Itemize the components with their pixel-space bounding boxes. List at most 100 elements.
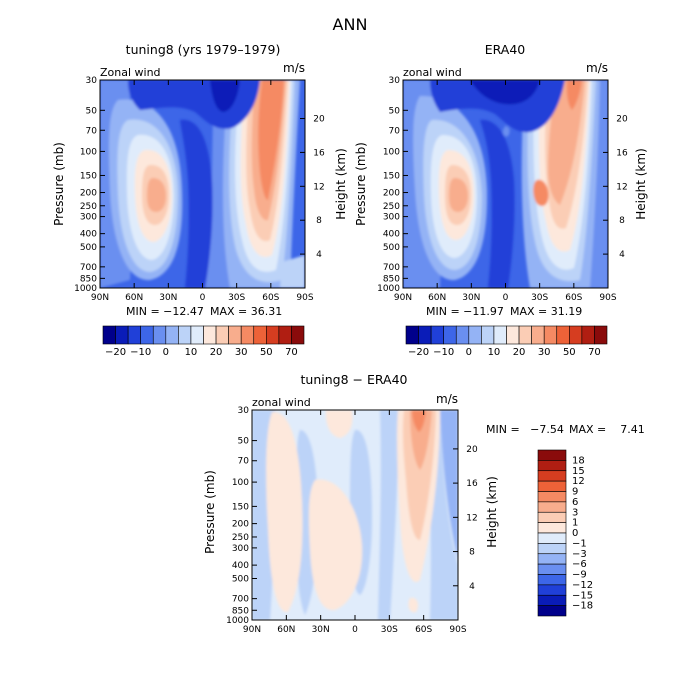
colorbar-swatch — [102, 325, 116, 345]
contour-level-red-0 — [325, 410, 353, 438]
colorbar-swatch — [537, 491, 567, 503]
colorbar-swatch — [253, 325, 267, 345]
colorbar-swatch — [203, 325, 217, 345]
colorbar-swatch — [481, 325, 495, 345]
panel-obs: ERA40 zonal wind m/s — [354, 42, 648, 358]
contour-level-red-3 — [412, 410, 426, 432]
y-tick-label: 100 — [80, 147, 97, 157]
colorbar-label: 6 — [572, 497, 578, 508]
y-tick-label: 100 — [383, 147, 400, 157]
y-axis-label: Pressure (mb) — [354, 142, 368, 226]
y2-tick-label: 16 — [616, 148, 628, 158]
y-tick-label: 70 — [238, 457, 250, 467]
colorbar-label: 9 — [572, 487, 578, 498]
colorbar-swatch — [518, 325, 532, 345]
y2-tick-label: 16 — [313, 148, 325, 158]
y2-tick-label: 20 — [466, 445, 478, 455]
colorbar-label: −3 — [572, 549, 587, 560]
y2-tick-label: 20 — [313, 115, 325, 125]
field-label: zonal wind — [403, 66, 462, 79]
y-tick-label: 200 — [383, 189, 400, 199]
y-tick-label: 30 — [389, 76, 401, 86]
colorbar-swatch — [127, 325, 141, 345]
panel-diff: tuning8 − ERA40 zonal wind m/s — [203, 372, 645, 635]
x-tick-label: 90S — [296, 293, 313, 303]
min-label: MIN = −11.97 — [426, 305, 504, 318]
colorbar-label: 70 — [588, 347, 601, 358]
y-tick-label: 30 — [238, 406, 250, 416]
x-tick-label: 30N — [312, 625, 330, 635]
y-tick-label: 50 — [238, 437, 250, 447]
colorbar-label: −6 — [572, 559, 587, 570]
y-tick-label: 150 — [383, 171, 400, 181]
colorbar-label: −20 — [105, 347, 126, 358]
y2-tick-label: 12 — [466, 513, 477, 523]
colorbar-label: 3 — [572, 507, 578, 518]
y-tick-label: 1000 — [226, 616, 249, 626]
x-tick-label: 30S — [531, 293, 548, 303]
x-tick-label: 90N — [91, 293, 109, 303]
colorbar-swatch — [215, 325, 229, 345]
colorbar-label: 0 — [572, 528, 578, 539]
colorbar-label: 20 — [210, 347, 223, 358]
y-tick-label: 300 — [383, 213, 400, 223]
y-tick-label: 500 — [383, 243, 400, 253]
y2-tick-label: 20 — [616, 115, 628, 125]
panel-title: ERA40 — [485, 42, 526, 57]
colorbar-swatch — [537, 522, 567, 534]
x-tick-label: 60N — [428, 293, 446, 303]
colorbar-swatch — [537, 511, 567, 523]
contour-level-blue-5 — [470, 80, 540, 105]
colorbar-swatch — [537, 574, 567, 586]
colorbar-swatch — [556, 325, 570, 345]
x-tick-label: 30N — [462, 293, 480, 303]
x-tick-label: 60N — [277, 625, 295, 635]
contour-level-blue-0 — [378, 410, 400, 620]
colorbar-swatch — [405, 325, 419, 345]
y-tick-label: 250 — [80, 202, 97, 212]
min-label: MIN = −12.47 — [126, 305, 204, 318]
contour-level-blue-0 — [280, 255, 305, 288]
y-tick-label: 300 — [232, 544, 249, 554]
max-label: MAX = 7.41 — [569, 423, 645, 436]
y2-tick-label: 4 — [469, 582, 475, 592]
colorbar-swatch — [537, 480, 567, 492]
colorbar-swatch — [443, 325, 457, 345]
contour-level-blue-1 — [440, 410, 458, 560]
y-axis-label: Pressure (mb) — [52, 142, 66, 226]
colorbar-swatch — [531, 325, 545, 345]
field-label: zonal wind — [252, 396, 311, 409]
colorbar-label: 12 — [572, 476, 585, 487]
contour-level-red-2 — [548, 80, 585, 205]
colorbar-swatch — [278, 325, 292, 345]
colorbar-swatch — [543, 325, 558, 345]
contour-level-blue-4 — [480, 119, 515, 288]
y2-tick-label: 4 — [619, 250, 625, 260]
x-ticks: 90N 60N 30N 0 30S 60S 90S — [243, 410, 467, 635]
y2-tick-label: 12 — [313, 182, 324, 192]
colorbar-label: −20 — [408, 347, 429, 358]
colorbar-swatch — [178, 325, 192, 345]
colorbar-swatch — [537, 470, 567, 482]
y-tick-label: 700 — [80, 263, 97, 273]
colorbar-label: 50 — [260, 347, 273, 358]
y2-tick-label: 8 — [469, 548, 475, 558]
colorbar-swatch — [537, 594, 567, 606]
y-tick-label: 30 — [86, 76, 98, 86]
contour-level-red-3 — [566, 80, 582, 110]
colorbar-label: 0 — [466, 347, 472, 358]
y-tick-label: 70 — [86, 126, 98, 136]
y-tick-label: 1000 — [74, 284, 97, 294]
y2-axis-label: Height (km) — [334, 148, 348, 219]
colorbar-label: −12 — [572, 580, 593, 591]
x-tick-label: 0 — [200, 293, 206, 303]
y-tick-label: 200 — [80, 189, 97, 199]
contour-level-red-0 — [308, 479, 363, 611]
max-label: MAX = 36.31 — [210, 305, 282, 318]
colorbar-swatch — [418, 325, 432, 345]
figure-title: ANN — [333, 15, 368, 34]
